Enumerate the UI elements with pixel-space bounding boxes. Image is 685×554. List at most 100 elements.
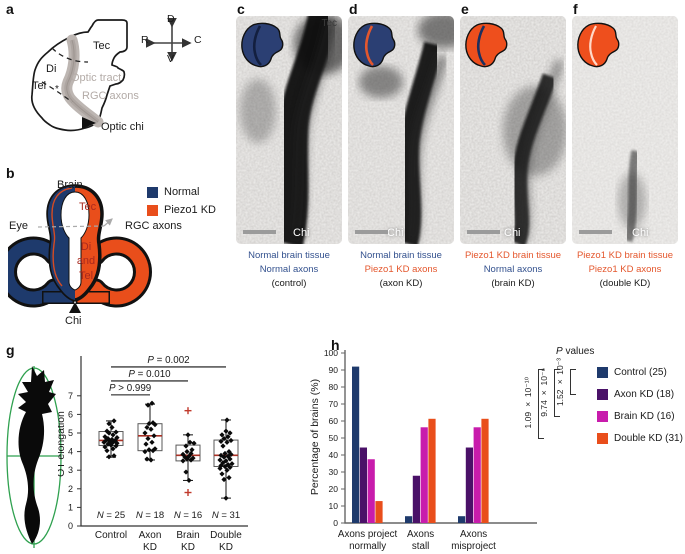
data-point [144, 456, 150, 462]
data-point [102, 434, 108, 440]
data-point [220, 460, 226, 466]
micrograph-axon-kd: Chi [348, 16, 454, 244]
optic-chi-arrowhead [82, 117, 96, 129]
inset-brain-icon-brain-kd [465, 22, 508, 68]
label-chi-d: Chi [387, 227, 404, 239]
x-category-label: stall [412, 541, 429, 552]
micrograph-control: Tec Chi [236, 16, 342, 244]
compass-d: D [167, 13, 175, 25]
y-tick-label: 10 [329, 501, 339, 511]
micrograph-image-axon-kd [348, 16, 454, 244]
scale-bar-e [467, 230, 500, 234]
data-point [225, 462, 231, 468]
data-point [219, 471, 225, 477]
label-eye: Eye [9, 220, 28, 232]
bar [412, 475, 420, 523]
y-tick-label: 80 [329, 382, 339, 392]
legend-label-brain-kd: Brain KD (16) [614, 411, 675, 422]
panel-label-h: h [331, 337, 340, 353]
legend-axon-kd: Axon KD (18) [597, 389, 674, 400]
data-point [148, 426, 154, 432]
data-point [111, 418, 117, 424]
y-tick-label: 5 [68, 428, 73, 438]
data-point [218, 438, 224, 444]
y-tick-label: 40 [329, 450, 339, 460]
legend-control: Control (25) [597, 367, 667, 378]
caption-line: Piezo1 KD axons [364, 263, 438, 275]
bar [420, 427, 428, 523]
p-values-word: values [565, 346, 595, 357]
panel-label-c: c [237, 1, 245, 17]
legend-swatch-normal [147, 186, 158, 198]
data-point [186, 477, 192, 484]
data-point [143, 441, 149, 447]
label-di-a: Di [46, 63, 57, 75]
data-point [218, 452, 224, 458]
y-tick-label: 6 [68, 409, 73, 419]
bar [375, 501, 383, 523]
inner-orange-tract-line [51, 187, 73, 287]
legend-normal: Normal [147, 186, 199, 198]
n-label: N = 16 [174, 510, 202, 521]
label-di: Di [80, 241, 92, 253]
legend-label-piezo1kd: Piezo1 KD [164, 204, 216, 216]
p-value-label: P = 0.010 [128, 369, 171, 380]
x-category-label: KD [219, 542, 233, 553]
y-tick-label: 30 [329, 467, 339, 477]
panel-label-b: b [6, 165, 15, 181]
compass-c: C [194, 34, 202, 46]
caption-line: Normal axons [483, 263, 543, 275]
caption-axon-kd: Normal brain tissue Piezo1 KD axons (axo… [345, 249, 457, 290]
n-label: N = 25 [97, 510, 125, 521]
caption-line: (control) [271, 277, 307, 289]
panel-label-f: f [573, 1, 578, 17]
label-brain: Brain [57, 179, 83, 191]
caption-line: Normal brain tissue [248, 250, 330, 261]
x-category-label: Axons [460, 529, 487, 540]
right-eye [89, 239, 149, 305]
data-point [223, 495, 229, 501]
optic-tract-striation [66, 39, 99, 123]
data-point [152, 446, 158, 452]
y-tick-label: 70 [329, 399, 339, 409]
scale-bar-f [579, 230, 612, 234]
data-point [151, 433, 157, 439]
left-stalk [43, 292, 73, 303]
data-point [145, 435, 151, 442]
legend-double-kd: Double KD (31) [597, 433, 683, 444]
panel-label-a: a [6, 1, 14, 17]
caption-double-kd: Piezo1 KD brain tissue Piezo1 KD axons (… [569, 249, 681, 290]
y-tick-label: 20 [329, 484, 339, 494]
x-category-label: KD [181, 542, 195, 553]
p-bracket-control-double [538, 369, 544, 439]
p-italic: P [556, 346, 563, 357]
micrograph-image-control [236, 16, 342, 244]
legend-label-normal: Normal [164, 186, 200, 198]
data-point [189, 447, 195, 453]
panel-label-d: d [349, 1, 358, 17]
x-category-label: Axons project [338, 529, 398, 540]
asterisk-mark: * [55, 84, 59, 95]
x-category-label: KD [143, 542, 157, 553]
caption-line: (brain KD) [491, 277, 535, 289]
data-point [146, 447, 152, 453]
brain-schematic-a: * [30, 18, 192, 132]
legend-swatch-double-kd [597, 433, 608, 444]
data-point [224, 417, 230, 423]
bar [367, 459, 375, 523]
data-point [229, 461, 235, 467]
micrograph-brain-kd: Chi [460, 16, 566, 244]
p-bracket-label-3: 1.09 × 10⁻¹⁰ [523, 377, 533, 429]
data-point [225, 434, 231, 440]
y-tick-label: 1 [68, 502, 73, 512]
bar [458, 516, 466, 523]
legend-swatch-brain-kd [597, 411, 608, 422]
data-point [225, 453, 231, 459]
x-category-label: misproject [451, 541, 496, 552]
data-point [217, 457, 223, 463]
caption-brain-kd: Piezo1 KD brain tissue Normal axons (bra… [457, 249, 569, 290]
label-di-and-tel: Di and Tel [69, 240, 103, 283]
label-tel-a: Tel [32, 80, 47, 92]
label-rgc-axons-a: RGC axons [82, 90, 139, 102]
